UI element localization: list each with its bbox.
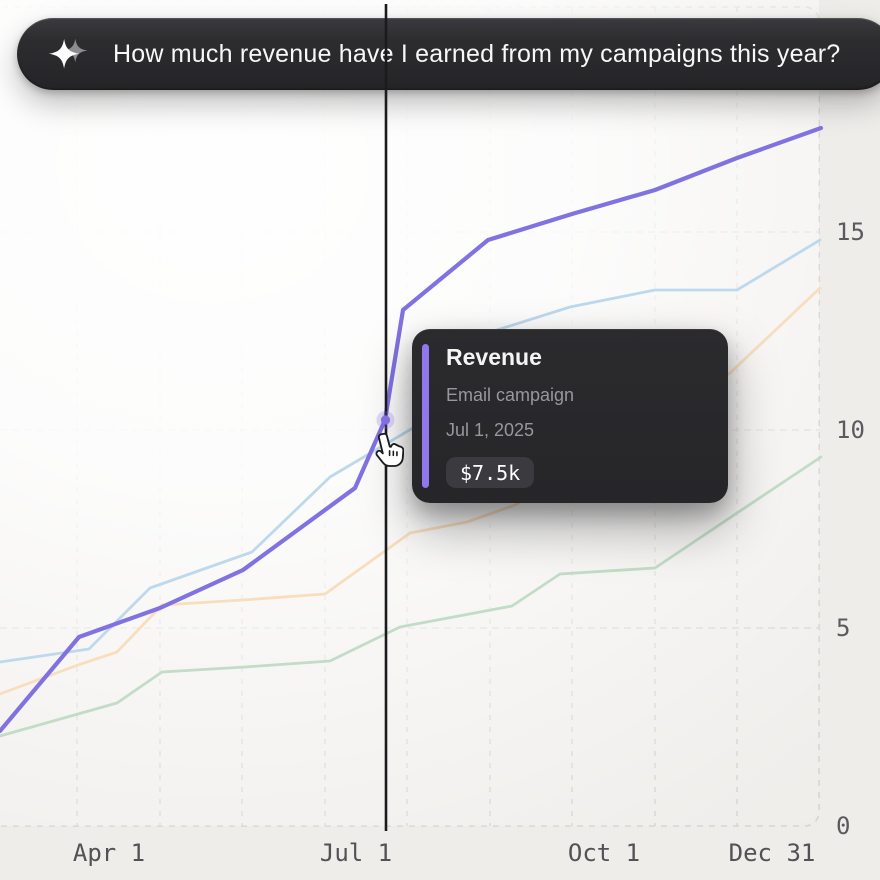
tooltip-value-badge: $7.5k — [446, 457, 535, 488]
tooltip-series-label: Email campaign — [446, 385, 575, 405]
hover-dot-halo — [376, 411, 395, 429]
y-tick-label: 10 — [836, 416, 865, 444]
tooltip-accent-bar — [422, 344, 429, 488]
y-tick-label: 0 — [836, 812, 851, 840]
x-tick-label: Dec 31 — [728, 839, 816, 867]
tooltip-title: Revenue — [446, 344, 542, 370]
sparkle-icon — [47, 34, 91, 74]
x-tick-label: Apr 1 — [72, 839, 146, 867]
hover-point-dot — [380, 415, 391, 425]
x-tick-label: Oct 1 — [567, 839, 641, 867]
prompt-bar[interactable]: How much revenue have I earned from my c… — [17, 18, 880, 90]
y-tick-label: 5 — [836, 614, 851, 642]
prompt-question: How much revenue have I earned from my c… — [113, 39, 841, 68]
tooltip-date: Jul 1, 2025 — [446, 420, 535, 440]
cursor-pointer-icon — [375, 432, 404, 467]
x-tick-label: Jul 1 — [319, 839, 393, 867]
y-tick-label: 15 — [836, 218, 865, 246]
chart-tooltip: Revenue Email campaign Jul 1, 2025 $7.5k — [412, 329, 728, 503]
